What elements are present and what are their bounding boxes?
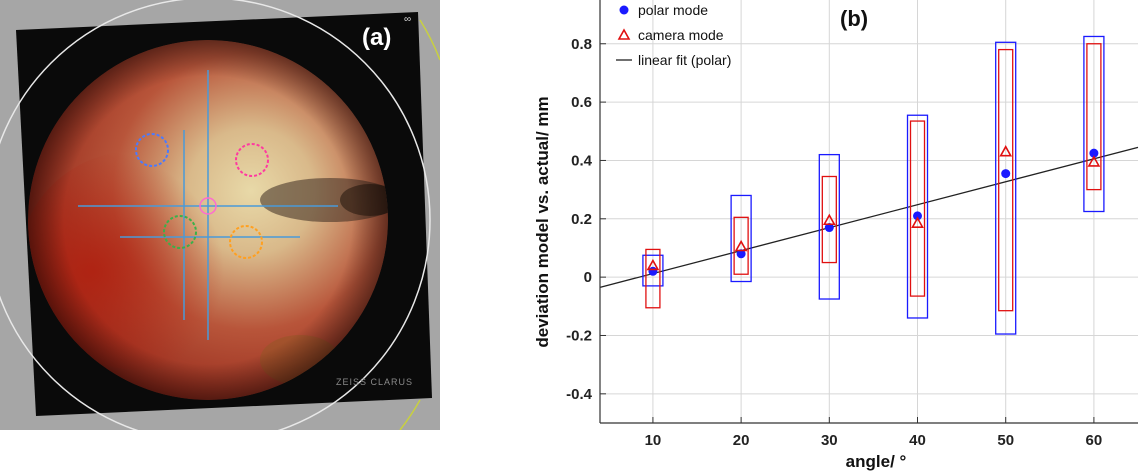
legend-camera-marker xyxy=(617,28,631,40)
target-marker-green xyxy=(163,215,197,249)
range-box-camera xyxy=(645,248,661,309)
center-marker xyxy=(199,197,217,215)
point-polar xyxy=(736,249,746,259)
y-tick-label: 0.2 xyxy=(571,211,592,228)
legend-polar-label: polar mode xyxy=(638,2,708,18)
x-tick-label: 20 xyxy=(733,432,750,449)
y-tick-label: 0.4 xyxy=(571,152,593,169)
target-marker-pink xyxy=(235,143,269,177)
y-tick-label: -0.4 xyxy=(566,386,593,403)
legend: polar mode camera mode linear fit (polar) xyxy=(616,2,731,68)
range-box-polar xyxy=(1083,35,1105,213)
legend-camera-label: camera mode xyxy=(638,27,724,43)
x-tick-label: 60 xyxy=(1086,432,1103,449)
range-box-polar xyxy=(906,114,929,319)
deviation-chart: 10 20 30 40 50 60 -0.4 -0.2 0 0.2 0.4 0.6 0.8 polar … xyxy=(533,0,1139,471)
y-axis-title: deviation model vs. actual/ mm xyxy=(533,96,552,347)
y-tick-label: 0.6 xyxy=(571,94,592,111)
x-tick-label: 30 xyxy=(821,432,838,449)
target-marker-orange xyxy=(229,225,263,259)
image-watermark: ZEISS CLARUS xyxy=(336,377,413,387)
point-polar xyxy=(1001,169,1011,179)
point-camera xyxy=(734,239,748,252)
range-box-polar xyxy=(995,41,1017,335)
point-camera xyxy=(646,258,660,271)
point-polar xyxy=(913,211,923,221)
point-polar xyxy=(1089,148,1099,158)
point-polar xyxy=(824,223,834,233)
corner-mark: ∞ xyxy=(404,14,411,25)
range-box-camera xyxy=(733,216,749,275)
point-polar xyxy=(648,266,658,276)
legend-polar-marker xyxy=(619,5,629,15)
range-box-polar xyxy=(730,194,752,283)
fit-line-layer xyxy=(599,146,1139,288)
range-box-polar xyxy=(818,153,840,300)
point-camera xyxy=(1087,155,1101,167)
point-camera xyxy=(911,216,924,228)
fundus-image-panel: (a) ∞ ZEISS CLARUS xyxy=(0,0,441,443)
range-box-polar xyxy=(642,254,664,287)
axes: 10 20 30 40 50 60 -0.4 -0.2 0 0.2 0.4 0.6 0.8 xyxy=(566,0,1138,449)
y-tick-label: 0 xyxy=(584,269,592,286)
chart-panel: 10 20 30 40 50 60 -0.4 -0.2 0 0.2 0.4 0.6 0.8 polar … xyxy=(520,0,1140,471)
x-tick-label: 50 xyxy=(997,432,1014,449)
range-box-camera xyxy=(1086,43,1102,191)
fit-line xyxy=(599,146,1139,288)
x-tick-label: 40 xyxy=(909,432,926,449)
crosshair xyxy=(78,70,338,340)
y-tick-label: -0.2 xyxy=(566,327,592,344)
point-camera xyxy=(999,145,1013,157)
range-boxes xyxy=(642,35,1105,335)
point-camera xyxy=(822,213,836,226)
fundus-image: (a) ∞ ZEISS CLARUS xyxy=(0,0,441,443)
x-tick-label: 10 xyxy=(645,432,662,449)
legend-fit-label: linear fit (polar) xyxy=(638,52,731,68)
panel-label-b: (b) xyxy=(840,6,868,31)
range-box-camera xyxy=(998,48,1014,312)
data-markers xyxy=(646,145,1101,276)
x-axis-title: angle/ ° xyxy=(846,452,907,471)
y-tick-label: 0.8 xyxy=(571,36,592,53)
range-box-camera xyxy=(821,175,837,264)
panel-label-a: (a) xyxy=(362,24,391,51)
range-box-camera xyxy=(909,120,926,297)
target-marker-blue xyxy=(135,133,169,167)
